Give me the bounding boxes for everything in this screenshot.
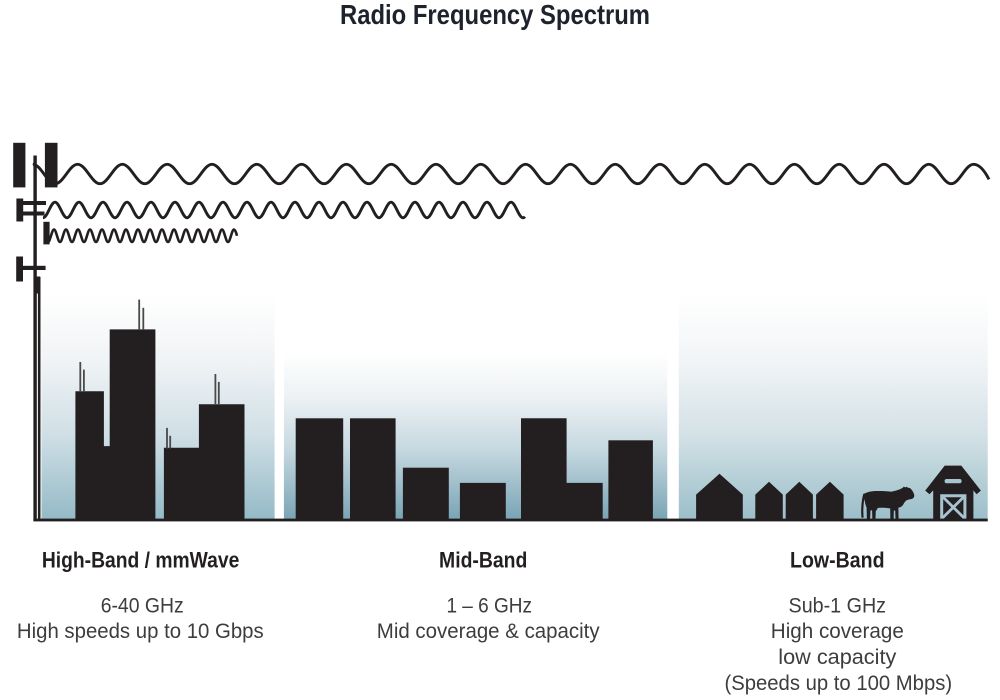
svg-text:low capacity: low capacity [778, 645, 896, 669]
svg-text:High-Band / mmWave: High-Band / mmWave [42, 548, 240, 573]
svg-text:High speeds up to 10 Gbps: High speeds up to 10 Gbps [17, 619, 264, 643]
svg-text:6-40 GHz: 6-40 GHz [101, 593, 184, 617]
svg-text:Radio Frequency Spectrum: Radio Frequency Spectrum [340, 0, 650, 30]
svg-text:High coverage: High coverage [771, 619, 904, 643]
svg-text:(Speeds up to 100 Mbps): (Speeds up to 100 Mbps) [724, 671, 952, 695]
svg-text:Low-Band: Low-Band [790, 548, 885, 573]
svg-text:Mid-Band: Mid-Band [439, 548, 527, 573]
svg-text:Mid coverage & capacity: Mid coverage & capacity [377, 619, 600, 643]
svg-text:1 – 6 GHz: 1 – 6 GHz [446, 593, 532, 617]
svg-text:Sub-1 GHz: Sub-1 GHz [789, 593, 887, 617]
